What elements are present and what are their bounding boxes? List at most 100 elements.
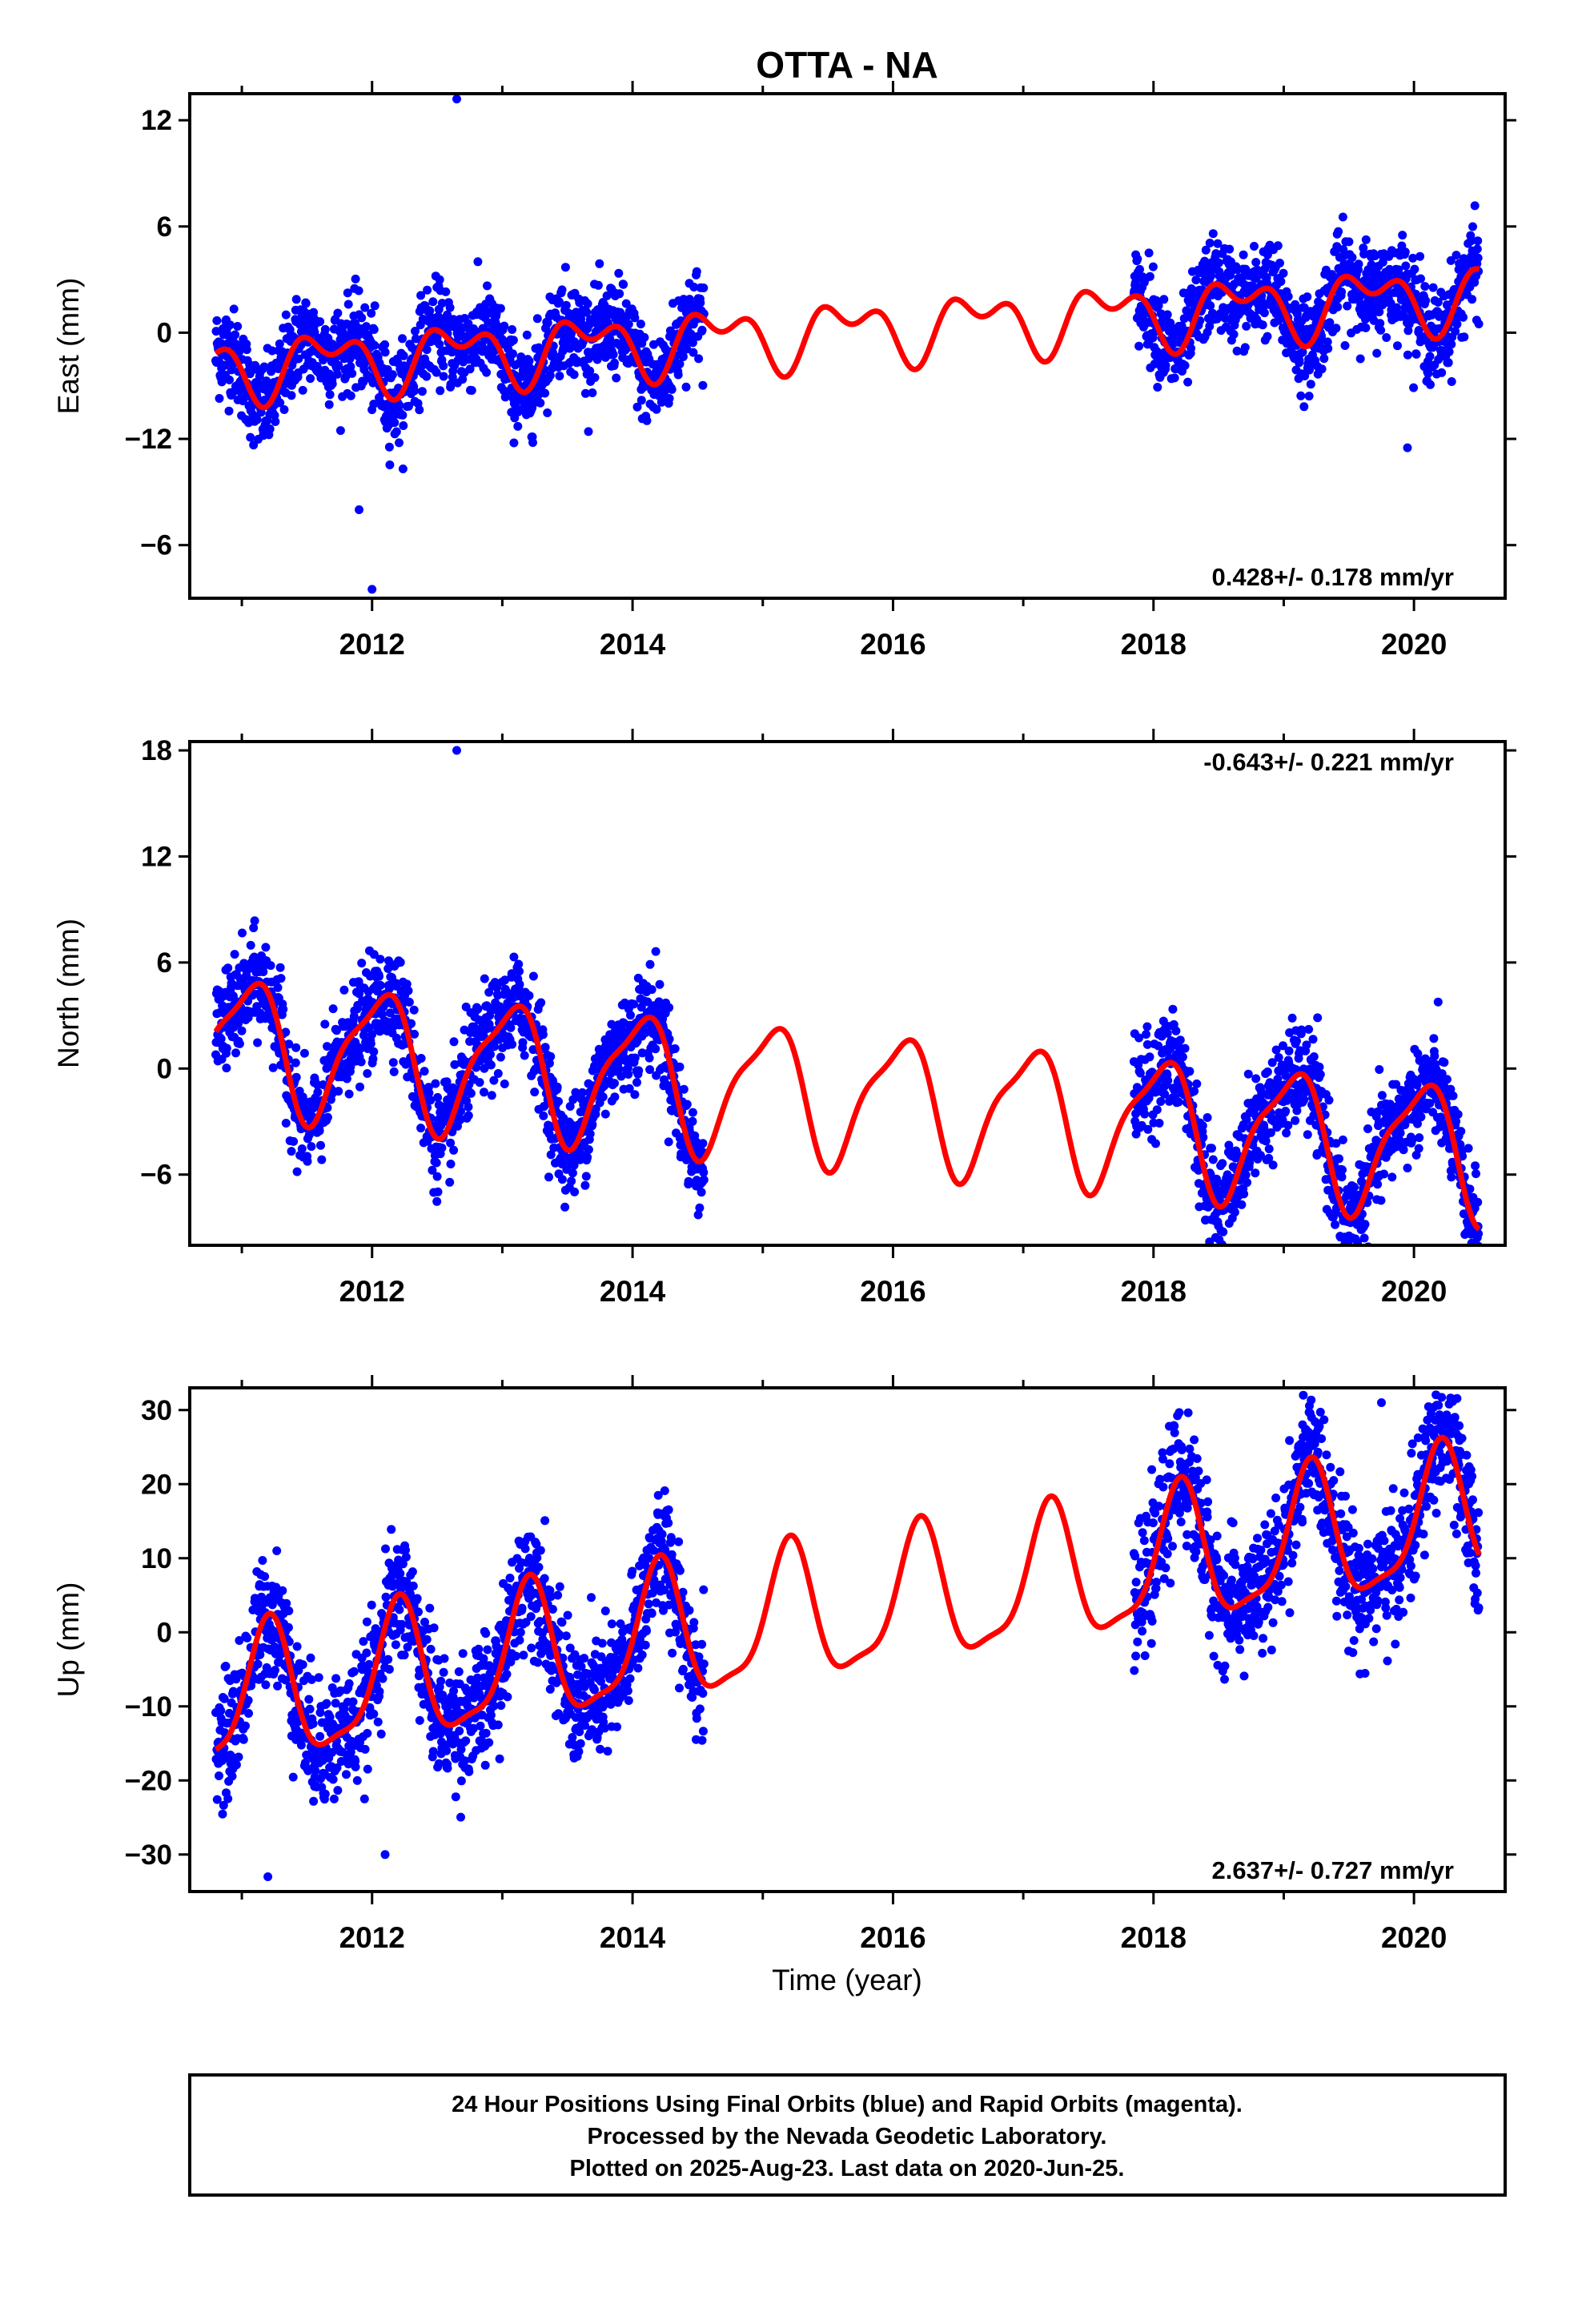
data-point — [1179, 314, 1189, 324]
data-point — [1304, 392, 1314, 401]
data-point — [395, 438, 404, 448]
data-point — [1243, 1178, 1252, 1188]
data-point — [489, 1042, 499, 1051]
data-point — [399, 421, 408, 430]
data-point — [281, 1119, 291, 1128]
data-point — [231, 1760, 241, 1770]
data-point — [1407, 1136, 1417, 1145]
data-point — [1191, 275, 1201, 285]
data-point — [370, 340, 379, 350]
data-point — [398, 410, 408, 420]
data-point — [235, 347, 244, 356]
figure-title: OTTA - NA — [756, 44, 938, 86]
data-point — [1279, 268, 1288, 278]
data-point — [267, 346, 277, 356]
data-point — [1171, 1026, 1181, 1035]
data-point — [281, 310, 291, 320]
data-point — [1403, 350, 1412, 360]
data-point — [1465, 1248, 1474, 1257]
data-point — [530, 1088, 540, 1097]
data-point — [424, 1088, 434, 1098]
data-point — [217, 377, 227, 387]
data-point — [524, 991, 534, 1000]
data-point — [1382, 333, 1391, 342]
y-axis-label: East (mm) — [52, 278, 85, 415]
data-point — [449, 1037, 459, 1047]
data-point — [363, 1069, 372, 1078]
data-point — [387, 370, 397, 380]
data-point — [1134, 1033, 1144, 1043]
data-point — [651, 947, 661, 956]
data-point — [292, 1167, 302, 1176]
data-point — [367, 1030, 377, 1039]
data-point — [246, 940, 255, 950]
data-point — [1363, 1124, 1372, 1133]
data-point — [1259, 1124, 1269, 1133]
data-point — [1451, 327, 1460, 336]
data-point — [1315, 1070, 1325, 1080]
data-point — [1359, 1233, 1369, 1243]
data-point — [1282, 348, 1291, 358]
data-point — [492, 983, 501, 992]
data-point — [328, 1004, 338, 1014]
data-point — [223, 1794, 233, 1803]
data-point — [367, 308, 376, 318]
data-point — [343, 288, 352, 298]
data-point — [1347, 1250, 1356, 1259]
data-point — [1267, 1058, 1277, 1068]
data-point — [282, 1598, 291, 1608]
data-point — [1225, 244, 1235, 254]
data-point — [259, 967, 268, 976]
data-point — [1367, 260, 1376, 270]
data-point — [595, 259, 604, 268]
data-point — [1240, 343, 1250, 352]
data-point — [1134, 341, 1144, 351]
data-point — [1447, 377, 1456, 386]
model-curve — [214, 266, 1481, 411]
data-point — [1135, 1068, 1145, 1078]
data-point — [500, 392, 510, 402]
data-point — [1373, 1107, 1383, 1116]
data-point — [415, 405, 424, 415]
data-point — [315, 1126, 324, 1136]
data-point — [1263, 332, 1272, 341]
data-point — [1464, 1144, 1473, 1153]
data-point — [385, 460, 395, 469]
data-point — [1323, 337, 1332, 347]
data-point — [369, 400, 379, 408]
data-point — [1219, 1227, 1228, 1236]
data-point — [1304, 1024, 1314, 1034]
data-point — [584, 1145, 593, 1154]
data-point — [1448, 1091, 1458, 1100]
data-point — [253, 1038, 263, 1047]
data-point — [411, 327, 420, 336]
data-point — [1347, 253, 1357, 262]
data-point — [1276, 277, 1286, 286]
data-point — [420, 1067, 429, 1076]
data-point — [242, 345, 251, 355]
data-point — [612, 373, 621, 383]
data-point — [610, 1079, 619, 1088]
data-point — [508, 349, 517, 359]
data-point — [298, 385, 307, 395]
data-point — [1292, 1036, 1301, 1046]
data-point — [272, 1546, 282, 1555]
data-point — [238, 396, 247, 406]
data-point — [320, 1019, 330, 1029]
data-point — [1414, 1144, 1423, 1153]
data-point — [384, 442, 394, 452]
data-point — [1423, 368, 1433, 378]
data-point — [1426, 380, 1435, 389]
data-point — [1218, 1159, 1227, 1168]
data-point — [346, 391, 355, 400]
data-point — [475, 1078, 484, 1088]
data-point — [323, 1112, 332, 1122]
data-point — [664, 1137, 673, 1147]
data-point — [1456, 1127, 1466, 1136]
data-point — [1207, 271, 1216, 280]
data-point — [432, 1172, 442, 1181]
data-point — [1375, 319, 1385, 328]
data-point — [273, 1681, 283, 1691]
